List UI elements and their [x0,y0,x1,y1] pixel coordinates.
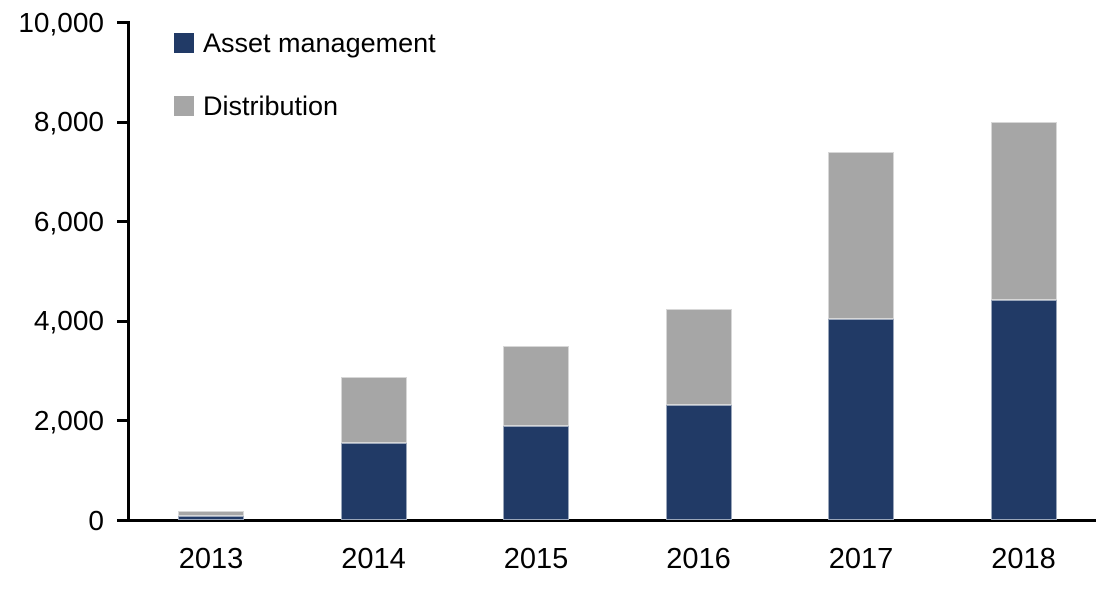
bar-segment-distribution [990,122,1057,300]
x-axis-label: 2016 [666,543,731,575]
bar-segment-asset-management [665,404,732,521]
legend-item-asset-management: Asset management [174,28,436,58]
bar-segment-asset-management [990,299,1057,521]
y-tick-label: 10,000 [18,6,104,38]
x-axis-label: 2018 [991,543,1056,575]
y-tick [117,120,127,124]
x-axis-label: 2014 [341,543,406,575]
legend-label-distribution: Distribution [203,91,339,121]
bar-segment-asset-management [178,515,244,521]
x-axis-label: 2015 [503,543,569,575]
bar-segment-asset-management [828,318,894,521]
legend-item-distribution: Distribution [174,91,436,121]
bar-segment-distribution [340,377,407,443]
y-axis [127,21,130,522]
y-tick [117,519,127,522]
legend-label-asset-management: Asset management [203,28,436,58]
y-tick [117,319,127,323]
legend-swatch-distribution-icon [174,96,194,116]
bar-segment-distribution [665,308,732,405]
legend-swatch-asset-management-icon [174,33,194,53]
y-tick [117,21,127,24]
x-axis-label: 2013 [178,543,244,575]
y-tick-label: 8,000 [33,106,104,138]
bar-segment-asset-management [340,442,407,521]
legend: Asset management Distribution [174,28,436,157]
x-axis-label: 2017 [828,543,894,575]
y-tick-label: 6,000 [33,205,104,237]
y-tick-label: 2,000 [33,404,104,436]
y-tick-label: 0 [88,504,104,536]
y-tick-label: 4,000 [33,305,104,337]
bar-segment-distribution [178,510,244,516]
y-tick [117,419,127,423]
bar-segment-distribution [503,346,569,426]
bar-segment-asset-management [503,425,569,521]
y-tick [117,220,127,224]
bar-segment-distribution [828,151,894,319]
x-axis [127,519,1096,522]
